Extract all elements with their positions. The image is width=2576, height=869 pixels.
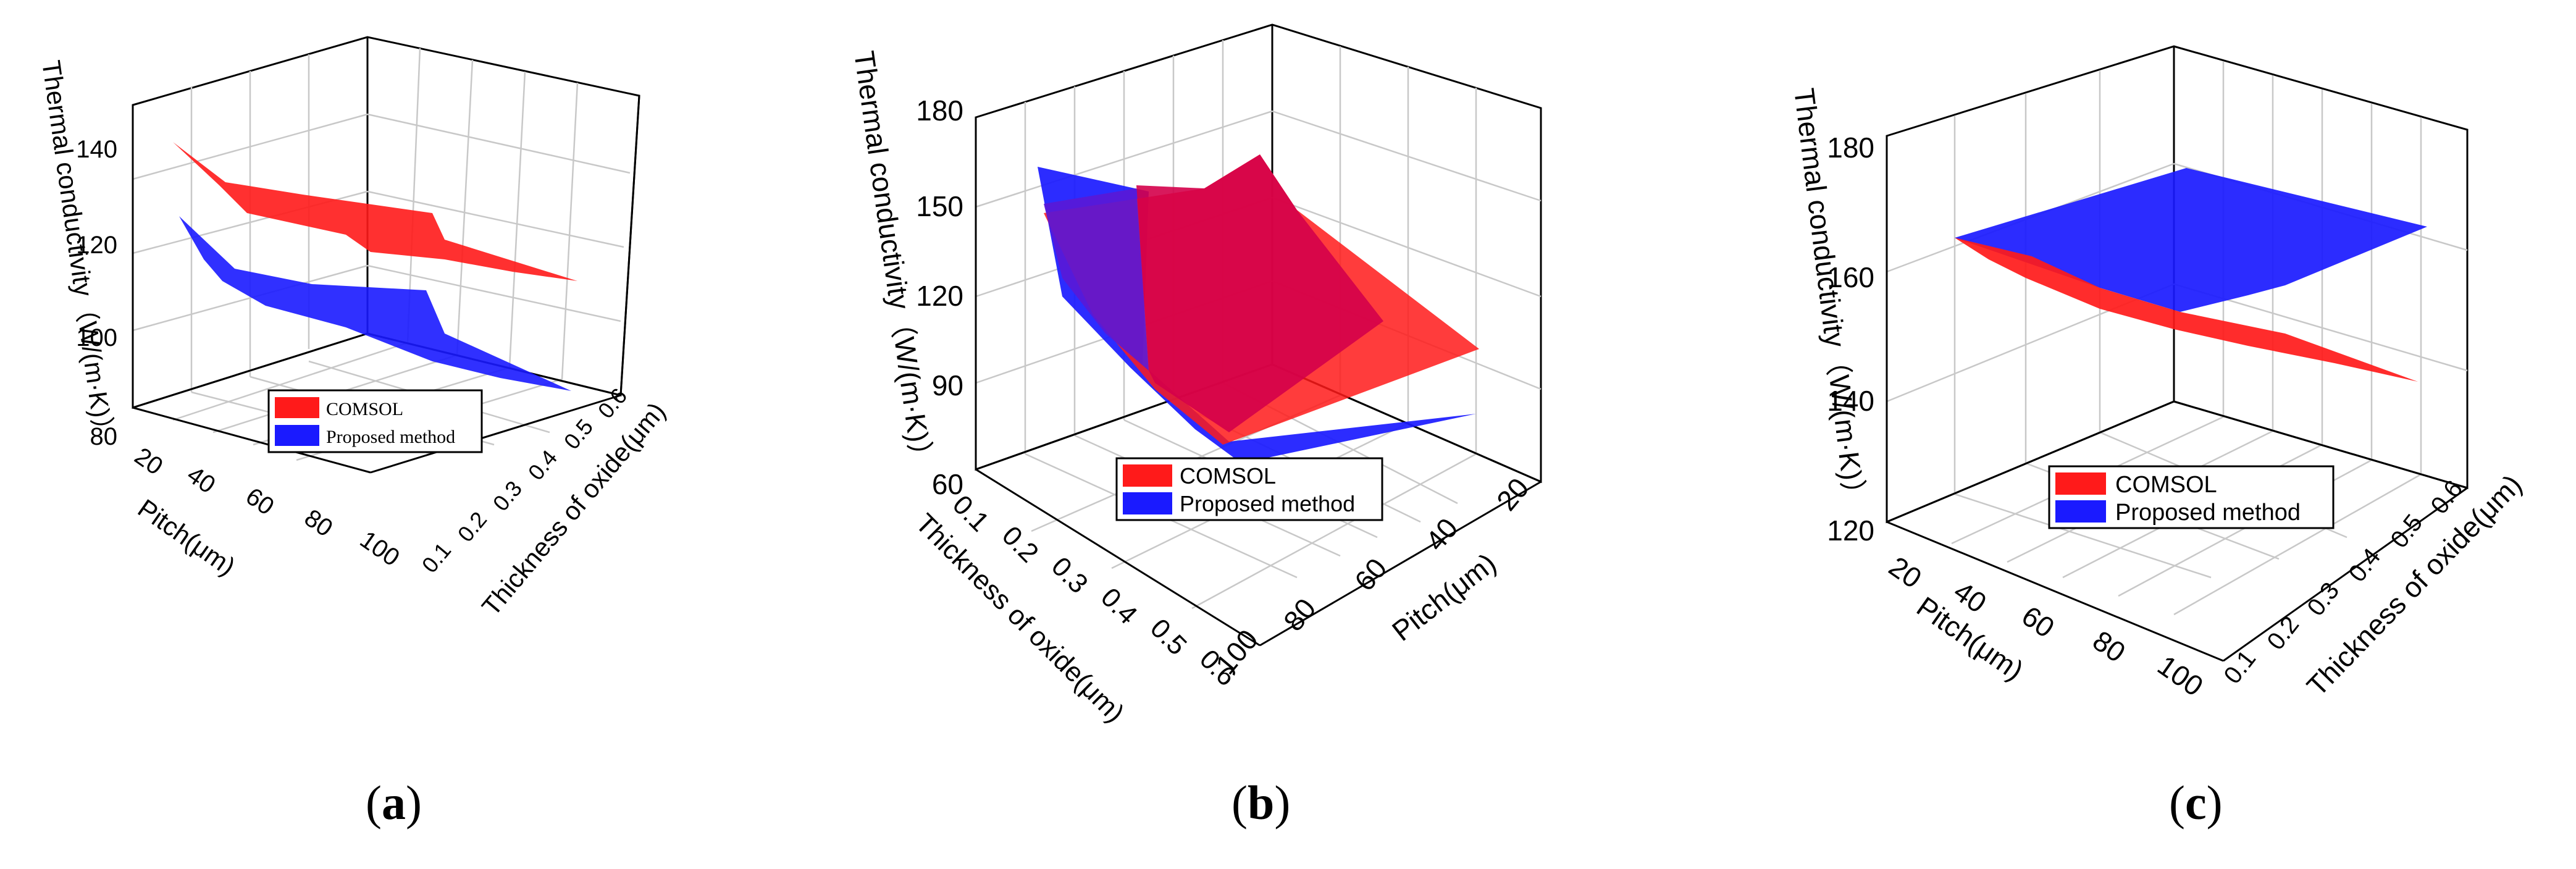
panel-a-y-tick: 0.3	[488, 476, 527, 516]
panel-b-x-tick: 0.3	[1046, 551, 1094, 599]
panel-a-legend-comsol: COMSOL	[326, 399, 403, 419]
panel-b-legend-comsol: COMSOL	[1180, 463, 1276, 489]
panel-b-y-tick: 20	[1490, 472, 1535, 517]
panel-c-axes	[1886, 136, 2468, 662]
panel-c-comsol-surface	[1955, 238, 2418, 382]
panel-b-overlap-surface	[1136, 154, 1383, 432]
panel-c-legend-proposed: Proposed method	[2115, 500, 2301, 526]
panel-b-z-tick: 90	[932, 369, 963, 401]
caption-b: (b)	[1231, 776, 1291, 829]
panel-a-x-tick: 80	[300, 504, 338, 542]
panel-c-x-tick: 60	[2016, 600, 2060, 644]
panel-c-y-label: Thickness of oxide(μm)	[2301, 468, 2528, 702]
panel-a-y-tick: 0.2	[453, 506, 492, 547]
panel-b-z-tick: 150	[916, 190, 963, 222]
panel-b-z-tick: 120	[916, 280, 963, 312]
panel-b-legend: COMSOL Proposed method	[1115, 457, 1383, 521]
panel-c-y-tick: 0.3	[2302, 577, 2344, 621]
panel-a: 80 100 120 140 Thermal conductivity（W/(m…	[36, 36, 671, 621]
panel-c-z-tick: 120	[1827, 514, 1874, 547]
panel-c-z-tick: 160	[1827, 261, 1874, 293]
panel-b-x-tick: 0.5	[1144, 613, 1193, 661]
panel-a-z-ticks: 80 100 120 140	[76, 136, 117, 450]
panel-b-z-tick: 60	[932, 468, 963, 500]
panel-c-y-tick: 0.1	[2218, 645, 2261, 689]
panel-b-z-tick: 180	[916, 94, 963, 127]
panel-c-x-tick: 80	[2087, 624, 2131, 669]
panel-c-z-tick: 140	[1827, 385, 1874, 417]
panel-a-legend: COMSOL Proposed method	[267, 389, 483, 453]
panel-b-overlap-left	[1044, 188, 1149, 371]
panel-c-legend: COMSOL Proposed method	[2048, 465, 2335, 529]
panel-a-x-tick: 20	[130, 442, 168, 481]
panel-c-z-tick: 180	[1827, 132, 1874, 164]
panel-b-legend-swatch-proposed	[1123, 492, 1172, 514]
panel-c-legend-comsol: COMSOL	[2115, 472, 2217, 498]
panel-c-z-ticks: 120 140 160 180	[1827, 132, 1874, 547]
panel-c: 120 140 160 180 Thermal conductivity（W/(…	[1788, 45, 2528, 703]
panel-b-x-tick: 0.4	[1095, 582, 1143, 630]
panel-b-y-tick: 80	[1277, 592, 1322, 637]
panel-a-y-tick: 0.1	[417, 537, 456, 577]
panel-a-x-label: Pitch(μm)	[133, 493, 241, 581]
panel-b: 60 90 120 150 180 Thermal conductivity（W…	[848, 23, 1542, 728]
caption-a: (a)	[366, 776, 422, 829]
panel-a-z-tick: 100	[76, 324, 117, 351]
panel-c-legend-swatch-comsol	[2055, 472, 2106, 495]
panel-a-z-tick: 120	[76, 232, 117, 259]
panel-c-x-tick: 100	[2152, 649, 2209, 703]
panel-a-y-tick: 0.5	[559, 414, 598, 454]
caption-c: (c)	[2169, 776, 2223, 829]
panel-a-y-tick: 0.4	[523, 445, 563, 485]
panel-a-x-tick: 40	[182, 461, 220, 499]
panel-b-legend-swatch-comsol	[1123, 464, 1172, 487]
panel-a-legend-swatch-comsol	[275, 397, 319, 418]
panel-a-legend-swatch-proposed	[275, 425, 319, 446]
panel-b-y-tick: 40	[1419, 512, 1464, 557]
panel-b-z-ticks: 60 90 120 150 180	[916, 94, 963, 500]
panel-a-z-tick: 80	[90, 423, 118, 450]
panel-b-legend-proposed: Proposed method	[1180, 491, 1355, 516]
panel-c-legend-swatch-proposed	[2055, 500, 2106, 523]
panel-c-x-tick: 20	[1883, 550, 1928, 595]
panel-c-y-tick: 0.2	[2262, 611, 2304, 655]
panel-a-x-tick: 100	[355, 526, 405, 571]
panel-c-y-tick: 0.5	[2385, 510, 2428, 553]
panel-a-comsol-surface	[173, 142, 577, 281]
panel-a-x-ticks: 20 40 60 80 100	[130, 442, 405, 571]
panel-b-x-tick: 0.2	[996, 520, 1044, 568]
panel-a-proposed-surface	[179, 216, 571, 391]
panel-a-z-tick: 140	[76, 136, 117, 163]
panel-a-x-tick: 60	[241, 482, 279, 521]
panel-a-legend-proposed: Proposed method	[326, 427, 455, 447]
